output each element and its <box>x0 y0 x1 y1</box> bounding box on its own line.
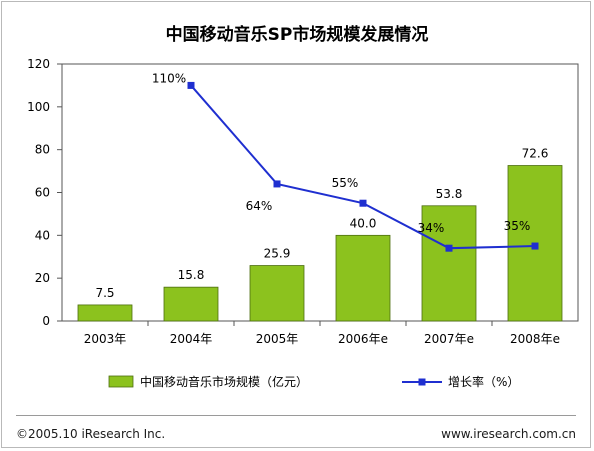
growth-label: 34% <box>418 221 445 235</box>
bar-label: 25.9 <box>264 247 291 261</box>
y-tick-label: 80 <box>35 143 50 157</box>
legend-swatch-bar <box>108 375 134 388</box>
y-tick-label: 60 <box>35 186 50 200</box>
plot-area: 0 20 40 60 80 100 120 2003年 2004年 2005年 2006年e 2007… <box>27 57 579 346</box>
website-link[interactable]: www.iresearch.com.cn <box>441 427 576 441</box>
bar-label: 72.6 <box>522 147 549 161</box>
x-tick-label: 2005年 <box>256 332 299 346</box>
legend: 中国移动音乐市场规模（亿元） 增长率（%） <box>108 374 519 389</box>
bar <box>421 205 477 322</box>
chart-title: 中国移动音乐SP市场规模发展情况 <box>166 24 429 45</box>
growth-point <box>187 81 195 89</box>
bar <box>77 304 133 322</box>
growth-point <box>531 242 539 250</box>
y-tick-label: 0 <box>42 314 50 328</box>
footer-divider <box>16 415 576 416</box>
growth-point <box>359 199 367 207</box>
bar <box>249 265 305 322</box>
x-tick-label: 2004年 <box>170 332 213 346</box>
growth-point <box>445 244 453 252</box>
y-tick-label: 120 <box>27 57 50 71</box>
bar-label: 53.8 <box>436 187 463 201</box>
x-tick-label: 2003年 <box>84 332 127 346</box>
growth-label: 64% <box>246 199 273 213</box>
bar-label: 7.5 <box>95 286 114 300</box>
y-tick-label: 20 <box>35 271 50 285</box>
bar <box>335 234 391 322</box>
x-tick-label: 2006年e <box>338 332 388 346</box>
copyright-text: ©2005.10 iResearch Inc. <box>16 427 166 441</box>
plot-frame <box>61 63 579 322</box>
y-tick-label: 100 <box>27 100 50 114</box>
legend-label-bar: 中国移动音乐市场规模（亿元） <box>140 374 308 389</box>
bar-label: 40.0 <box>350 216 377 230</box>
growth-label: 35% <box>504 219 531 233</box>
y-tick-label: 40 <box>35 228 50 242</box>
legend-swatch-marker <box>418 378 426 386</box>
x-tick-label: 2007年e <box>424 332 474 346</box>
legend-label-line: 增长率（%） <box>448 374 519 389</box>
bar <box>163 286 219 322</box>
bar-label: 15.8 <box>178 268 205 282</box>
x-tick-label: 2008年e <box>510 332 560 346</box>
growth-label: 55% <box>332 176 359 190</box>
growth-label: 110% <box>152 71 186 85</box>
growth-point <box>273 180 281 188</box>
